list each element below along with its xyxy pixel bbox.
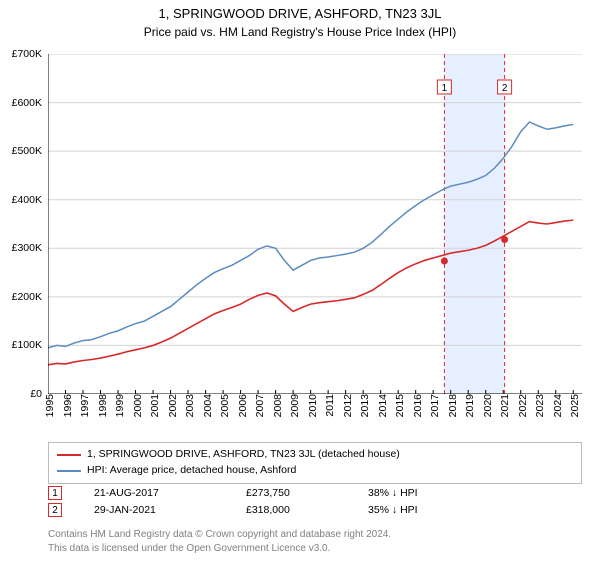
- legend-swatch: [57, 454, 81, 456]
- legend-text: HPI: Average price, detached house, Ashf…: [87, 463, 296, 479]
- x-tick-label: 1995: [44, 394, 56, 417]
- svg-text:1: 1: [442, 83, 448, 94]
- y-tick-label: £400K: [12, 194, 42, 206]
- event-marker: 1: [48, 486, 62, 500]
- footer-notice: Contains HM Land Registry data © Crown c…: [48, 528, 391, 555]
- chart-area: 12: [48, 54, 582, 394]
- y-tick-label: £500K: [12, 145, 42, 157]
- x-axis-labels: 1995199619971998199920002001200220032004…: [48, 394, 582, 444]
- x-tick-label: 2025: [569, 394, 581, 417]
- x-tick-label: 1996: [62, 394, 74, 417]
- x-tick-label: 2021: [499, 394, 511, 417]
- footer-line-1: Contains HM Land Registry data © Crown c…: [48, 528, 391, 542]
- event-date: 29-JAN-2021: [94, 504, 214, 516]
- legend-text: 1, SPRINGWOOD DRIVE, ASHFORD, TN23 3JL (…: [87, 447, 400, 463]
- x-tick-label: 2022: [517, 394, 529, 417]
- x-tick-label: 2013: [359, 394, 371, 417]
- x-tick-label: 2005: [219, 394, 231, 417]
- x-tick-label: 2003: [184, 394, 196, 417]
- y-tick-label: £200K: [12, 291, 42, 303]
- x-tick-label: 2006: [237, 394, 249, 417]
- legend-item: HPI: Average price, detached house, Ashf…: [57, 463, 573, 479]
- x-tick-label: 2016: [412, 394, 424, 417]
- y-tick-label: £700K: [12, 48, 42, 60]
- x-tick-label: 2023: [534, 394, 546, 417]
- event-pct: 35% ↓ HPI: [368, 504, 488, 516]
- line-chart-svg: 12: [48, 54, 582, 394]
- event-row: 2 29-JAN-2021 £318,000 35% ↓ HPI: [48, 503, 488, 517]
- x-tick-label: 2007: [254, 394, 266, 417]
- chart-subtitle: Price paid vs. HM Land Registry's House …: [0, 25, 600, 39]
- x-tick-label: 2017: [429, 394, 441, 417]
- y-tick-label: £600K: [12, 97, 42, 109]
- x-tick-label: 2014: [377, 394, 389, 417]
- event-price: £273,750: [246, 487, 336, 499]
- x-tick-label: 2008: [272, 394, 284, 417]
- y-axis-labels: £0£100K£200K£300K£400K£500K£600K£700K: [0, 54, 44, 394]
- x-tick-label: 2012: [342, 394, 354, 417]
- event-row: 1 21-AUG-2017 £273,750 38% ↓ HPI: [48, 486, 488, 500]
- legend-item: 1, SPRINGWOOD DRIVE, ASHFORD, TN23 3JL (…: [57, 447, 573, 463]
- event-table: 1 21-AUG-2017 £273,750 38% ↓ HPI 2 29-JAN-202…: [48, 486, 488, 520]
- x-tick-label: 2010: [307, 394, 319, 417]
- event-date: 21-AUG-2017: [94, 487, 214, 499]
- y-tick-label: £0: [30, 388, 42, 400]
- x-tick-label: 1999: [114, 394, 126, 417]
- event-marker: 2: [48, 503, 62, 517]
- x-tick-label: 2020: [482, 394, 494, 417]
- y-tick-label: £300K: [12, 242, 42, 254]
- x-tick-label: 2009: [289, 394, 301, 417]
- chart-title: 1, SPRINGWOOD DRIVE, ASHFORD, TN23 3JL: [0, 6, 600, 21]
- y-tick-label: £100K: [12, 339, 42, 351]
- legend-swatch: [57, 470, 81, 472]
- footer-line-2: This data is licensed under the Open Gov…: [48, 542, 391, 556]
- x-tick-label: 1997: [79, 394, 91, 417]
- x-tick-label: 2001: [149, 394, 161, 417]
- x-tick-label: 2002: [167, 394, 179, 417]
- legend: 1, SPRINGWOOD DRIVE, ASHFORD, TN23 3JL (…: [48, 442, 582, 484]
- x-tick-label: 2019: [464, 394, 476, 417]
- event-price: £318,000: [246, 504, 336, 516]
- event-pct: 38% ↓ HPI: [368, 487, 488, 499]
- x-tick-label: 2015: [394, 394, 406, 417]
- x-tick-label: 2018: [447, 394, 459, 417]
- x-tick-label: 1998: [97, 394, 109, 417]
- x-tick-label: 2004: [202, 394, 214, 417]
- x-tick-label: 2000: [132, 394, 144, 417]
- svg-text:2: 2: [502, 83, 508, 94]
- x-tick-label: 2011: [324, 394, 336, 417]
- x-tick-label: 2024: [552, 394, 564, 417]
